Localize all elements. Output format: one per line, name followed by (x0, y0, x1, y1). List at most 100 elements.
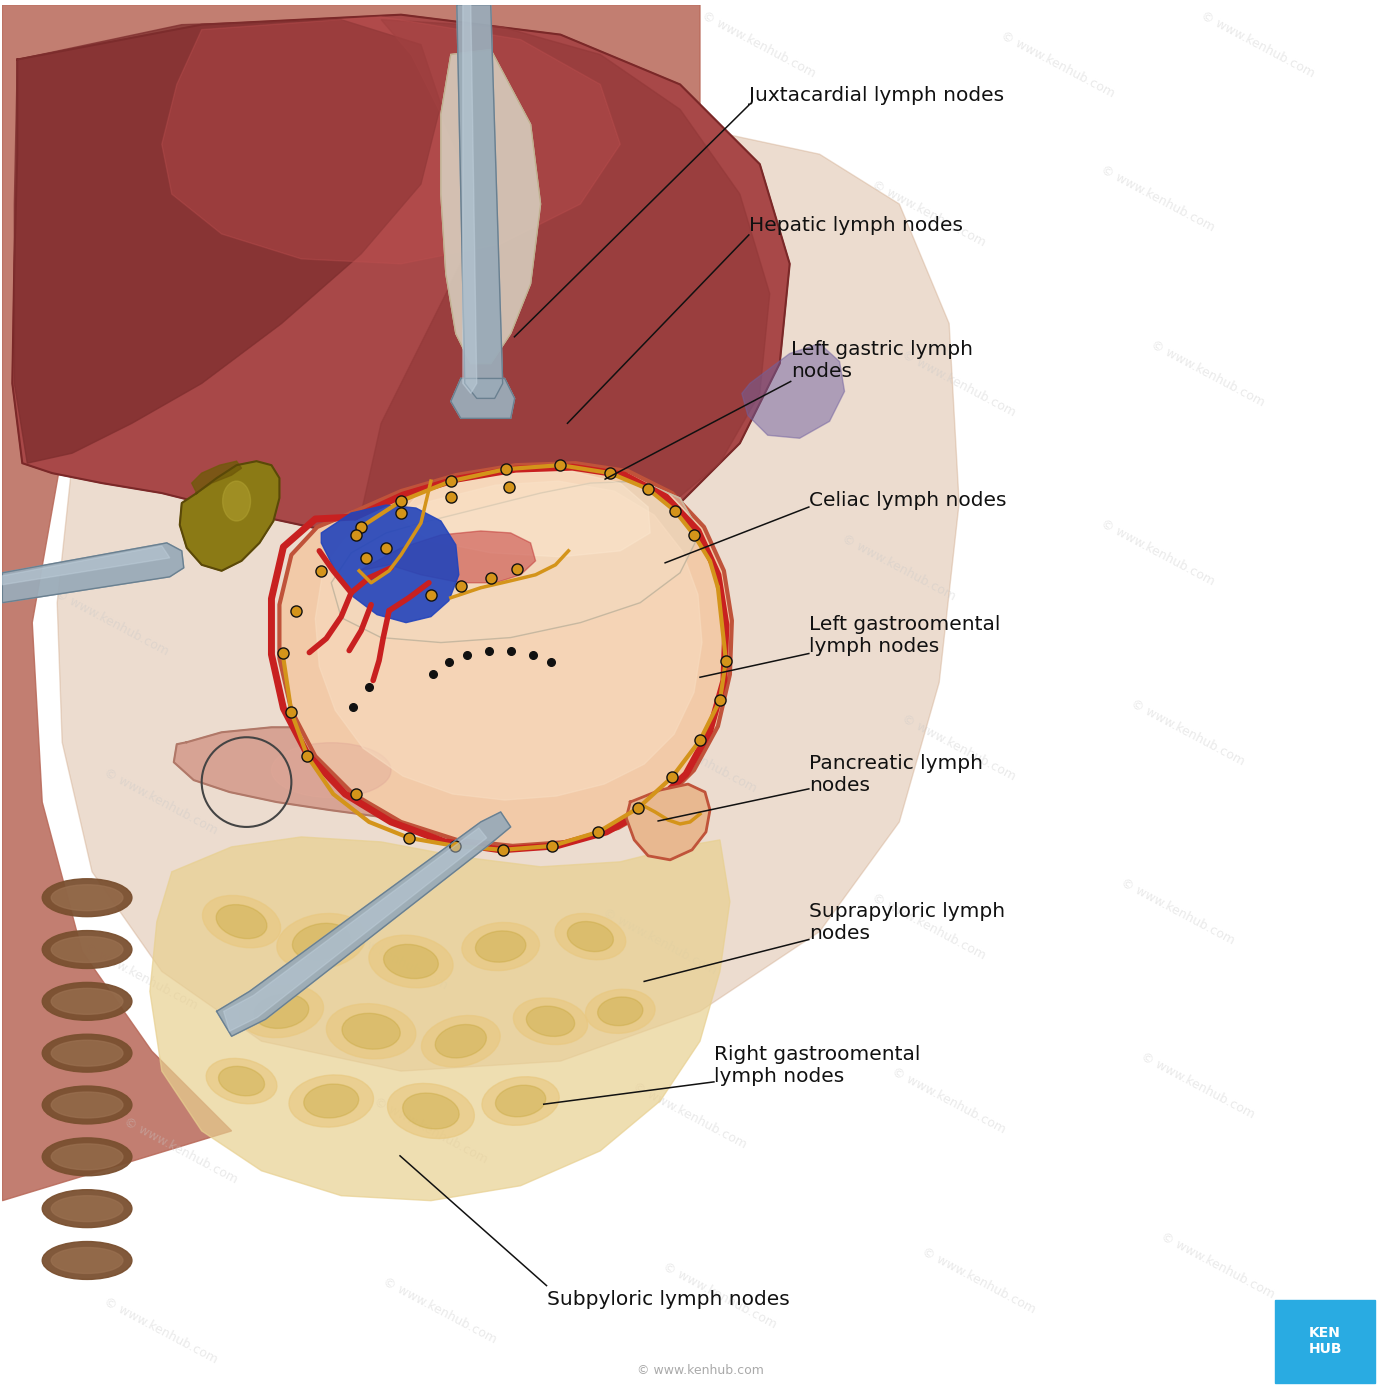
Ellipse shape (42, 983, 132, 1021)
Ellipse shape (216, 904, 267, 938)
Text: © www.kenhub.com: © www.kenhub.com (620, 368, 738, 438)
Ellipse shape (496, 1085, 546, 1117)
Ellipse shape (384, 945, 438, 979)
Text: © www.kenhub.com: © www.kenhub.com (1000, 29, 1117, 99)
Text: © www.kenhub.com: © www.kenhub.com (640, 725, 759, 795)
Ellipse shape (293, 923, 350, 960)
Text: © www.kenhub.com: © www.kenhub.com (361, 742, 479, 812)
Ellipse shape (288, 1075, 374, 1127)
Polygon shape (179, 461, 280, 571)
Text: © www.kenhub.com: © www.kenhub.com (381, 1275, 500, 1345)
Polygon shape (174, 727, 493, 820)
Ellipse shape (206, 1058, 277, 1103)
Text: © www.kenhub.com: © www.kenhub.com (601, 906, 718, 977)
Ellipse shape (42, 931, 132, 969)
Ellipse shape (239, 986, 323, 1037)
Text: © www.kenhub.com: © www.kenhub.com (102, 1295, 220, 1366)
Polygon shape (224, 827, 487, 1032)
Text: © www.kenhub.com: © www.kenhub.com (1128, 697, 1246, 767)
Text: © www.kenhub.com: © www.kenhub.com (840, 532, 958, 603)
Text: Subpyloric lymph nodes: Subpyloric lymph nodes (546, 1289, 790, 1309)
Text: © www.kenhub.com: © www.kenhub.com (1158, 1231, 1277, 1301)
Ellipse shape (218, 1067, 265, 1096)
Text: © www.kenhub.com: © www.kenhub.com (899, 349, 1018, 419)
FancyBboxPatch shape (1275, 1299, 1375, 1383)
Ellipse shape (482, 1077, 559, 1126)
Text: © www.kenhub.com: © www.kenhub.com (400, 29, 519, 99)
Polygon shape (192, 461, 242, 493)
Text: © www.kenhub.com: © www.kenhub.com (122, 1116, 239, 1186)
Ellipse shape (42, 1242, 132, 1280)
Polygon shape (57, 105, 959, 1071)
Polygon shape (742, 343, 844, 438)
Text: © www.kenhub.com: © www.kenhub.com (601, 168, 718, 239)
Ellipse shape (476, 931, 526, 962)
Text: © www.kenhub.com: © www.kenhub.com (920, 1245, 1037, 1316)
Ellipse shape (514, 998, 588, 1044)
Ellipse shape (42, 1138, 132, 1176)
Text: © www.kenhub.com: © www.kenhub.com (332, 921, 449, 993)
Ellipse shape (403, 1093, 459, 1128)
Ellipse shape (368, 935, 454, 988)
Ellipse shape (52, 1144, 123, 1170)
Polygon shape (456, 4, 503, 399)
Text: © www.kenhub.com: © www.kenhub.com (899, 711, 1018, 783)
Text: © www.kenhub.com: © www.kenhub.com (661, 1260, 778, 1331)
Ellipse shape (304, 1084, 358, 1119)
Polygon shape (463, 4, 477, 393)
Ellipse shape (52, 937, 123, 962)
Text: © www.kenhub.com: © www.kenhub.com (630, 1081, 749, 1151)
Polygon shape (399, 472, 650, 557)
Ellipse shape (203, 896, 280, 948)
Text: © www.kenhub.com: © www.kenhub.com (1099, 164, 1217, 235)
Ellipse shape (52, 885, 123, 910)
Text: © www.kenhub.com: © www.kenhub.com (700, 8, 818, 80)
Ellipse shape (42, 1190, 132, 1228)
Ellipse shape (277, 913, 365, 970)
Ellipse shape (52, 1092, 123, 1119)
Text: © www.kenhub.com: © www.kenhub.com (83, 941, 200, 1012)
Ellipse shape (52, 1196, 123, 1222)
Text: Suprapyloric lymph
nodes: Suprapyloric lymph nodes (809, 903, 1005, 944)
Ellipse shape (388, 1084, 475, 1138)
Text: © www.kenhub.com: © www.kenhub.com (1148, 337, 1267, 409)
Ellipse shape (52, 988, 123, 1015)
Text: © www.kenhub.com: © www.kenhub.com (869, 890, 987, 962)
Polygon shape (3, 543, 183, 602)
Polygon shape (626, 784, 710, 860)
Text: © www.kenhub.com: © www.kenhub.com (52, 587, 171, 658)
Text: © www.kenhub.com: © www.kenhub.com (1138, 1050, 1257, 1121)
Ellipse shape (52, 1040, 123, 1067)
Polygon shape (150, 837, 729, 1201)
Text: © www.kenhub.com: © www.kenhub.com (342, 388, 459, 459)
Ellipse shape (223, 482, 251, 521)
Ellipse shape (52, 1247, 123, 1274)
Ellipse shape (554, 913, 626, 960)
Polygon shape (441, 49, 540, 364)
Polygon shape (332, 482, 700, 643)
Text: Left gastric lymph
nodes: Left gastric lymph nodes (791, 340, 973, 381)
Ellipse shape (272, 743, 391, 798)
Text: © www.kenhub.com: © www.kenhub.com (102, 767, 220, 837)
Text: © www.kenhub.com: © www.kenhub.com (52, 228, 171, 300)
Text: © www.kenhub.com: © www.kenhub.com (637, 1364, 763, 1376)
Text: © www.kenhub.com: © www.kenhub.com (869, 178, 987, 249)
Text: Right gastroomental
lymph nodes: Right gastroomental lymph nodes (714, 1044, 920, 1085)
Ellipse shape (253, 994, 309, 1029)
Polygon shape (3, 4, 700, 1201)
Polygon shape (361, 20, 770, 550)
Text: © www.kenhub.com: © www.kenhub.com (371, 1095, 489, 1166)
Polygon shape (321, 505, 459, 623)
Text: © www.kenhub.com: © www.kenhub.com (301, 567, 420, 638)
Ellipse shape (342, 1014, 400, 1049)
Polygon shape (360, 531, 536, 582)
Ellipse shape (462, 923, 539, 970)
Text: Juxtacardial lymph nodes: Juxtacardial lymph nodes (749, 85, 1004, 105)
Ellipse shape (526, 1007, 574, 1036)
Text: © www.kenhub.com: © www.kenhub.com (102, 49, 220, 120)
Text: KEN
HUB: KEN HUB (1309, 1326, 1341, 1357)
Polygon shape (315, 482, 701, 799)
Text: © www.kenhub.com: © www.kenhub.com (321, 189, 440, 259)
Text: © www.kenhub.com: © www.kenhub.com (889, 1065, 1008, 1137)
Text: © www.kenhub.com: © www.kenhub.com (83, 407, 200, 479)
